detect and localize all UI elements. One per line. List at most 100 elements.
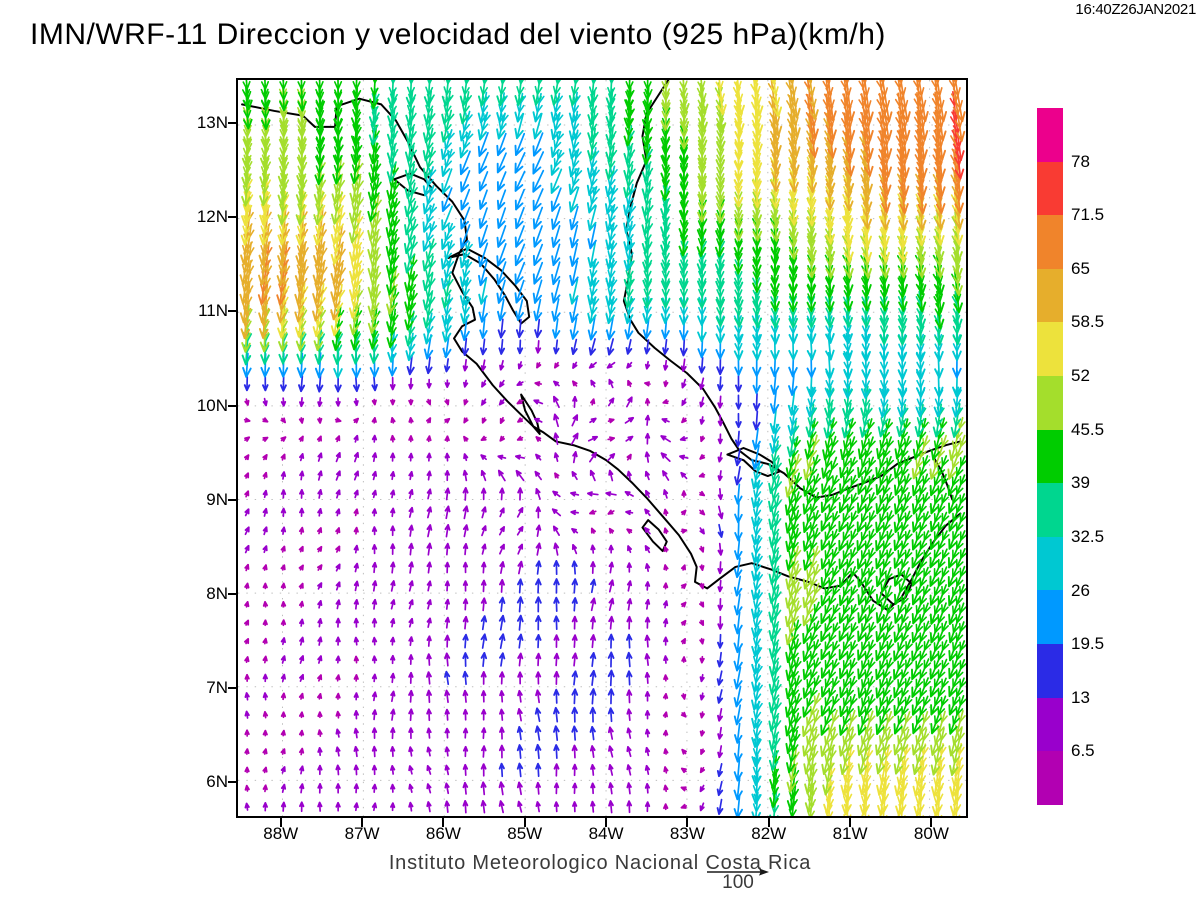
wind-arrow — [262, 748, 268, 755]
wind-arrow — [426, 524, 433, 538]
wind-arrow — [662, 470, 670, 481]
wind-arrow — [680, 358, 687, 372]
wind-arrow — [534, 596, 542, 613]
wind-arrow — [571, 615, 578, 630]
wind-arrow — [626, 396, 633, 408]
wind-arrow — [514, 243, 526, 267]
wind-arrow — [462, 633, 469, 649]
wind-arrow — [929, 434, 949, 480]
wind-arrow — [587, 435, 598, 442]
wind-arrow — [462, 561, 469, 574]
wind-arrow — [820, 603, 841, 643]
wind-arrow — [460, 188, 471, 211]
wind-arrow — [929, 511, 950, 550]
wind-arrow — [785, 545, 802, 590]
x-axis-tick — [442, 818, 445, 827]
wind-arrow — [368, 142, 381, 184]
wind-arrow — [876, 744, 892, 796]
wind-arrow — [550, 149, 565, 176]
wind-arrow — [569, 224, 579, 249]
wind-arrow — [463, 398, 469, 406]
wind-arrow — [607, 633, 615, 649]
wind-arrow — [514, 170, 526, 192]
wind-arrow — [608, 469, 614, 482]
wind-arrow — [572, 380, 578, 387]
wind-arrow — [553, 782, 560, 795]
wind-arrow — [496, 132, 507, 157]
wind-arrow — [532, 243, 544, 266]
wind-arrow — [802, 473, 822, 515]
wind-arrow — [244, 582, 250, 590]
wind-arrow — [480, 690, 487, 703]
wind-arrow — [532, 92, 545, 123]
wind-arrow — [733, 795, 743, 816]
wind-arrow — [802, 582, 822, 627]
wind-arrow — [371, 764, 378, 776]
wind-arrow — [623, 220, 636, 253]
wind-arrow — [550, 80, 562, 106]
wind-arrow — [317, 711, 323, 719]
wind-arrow — [499, 359, 505, 371]
wind-arrow — [663, 784, 669, 793]
wind-arrow — [371, 691, 378, 702]
wind-arrow — [371, 709, 378, 721]
wind-arrow — [681, 693, 687, 700]
wind-arrow — [894, 418, 911, 460]
wind-arrow — [280, 545, 286, 553]
wind-arrow — [535, 689, 542, 704]
wind-arrow — [911, 492, 931, 533]
speed-colorbar[interactable] — [1037, 108, 1063, 805]
wind-arrow — [353, 764, 359, 776]
wind-arrow — [244, 784, 250, 792]
wind-arrow — [335, 692, 341, 700]
wind-arrow — [838, 492, 859, 533]
wind-arrow — [317, 470, 323, 481]
y-axis-tick — [228, 404, 237, 407]
wind-arrow — [662, 338, 669, 355]
wind-arrow — [535, 542, 542, 556]
wind-arrow — [280, 436, 287, 442]
wind-arrow — [893, 728, 912, 775]
wind-arrow — [516, 380, 524, 386]
wind-arrow — [244, 729, 250, 737]
map-plot-area[interactable] — [236, 78, 968, 818]
wind-arrow — [480, 652, 488, 668]
wind-arrow — [930, 695, 949, 735]
wind-arrow — [768, 715, 782, 752]
wind-arrow — [663, 545, 669, 553]
wind-arrow — [627, 545, 632, 554]
wind-arrow — [426, 617, 432, 628]
wind-arrow — [843, 80, 856, 123]
wind-arrow — [299, 397, 305, 408]
y-axis-tick-label: 9N — [206, 489, 228, 509]
wind-arrow — [408, 727, 414, 740]
wind-arrow — [768, 532, 782, 567]
y-axis-tick — [228, 781, 237, 784]
wind-arrow — [875, 585, 893, 624]
wind-arrow — [662, 693, 669, 700]
wind-arrow — [608, 561, 614, 574]
wind-arrow — [893, 548, 913, 587]
wind-arrow — [857, 621, 877, 661]
colorbar-band — [1037, 429, 1063, 484]
wind-arrow — [408, 561, 414, 574]
wind-arrow — [444, 746, 450, 757]
wind-arrow — [733, 740, 743, 763]
wind-arrow — [930, 677, 949, 716]
wind-arrow — [480, 359, 487, 372]
wind-arrow — [353, 562, 359, 573]
wind-arrow — [353, 489, 359, 499]
wind-arrow — [317, 693, 323, 700]
wind-arrow — [663, 766, 669, 774]
wind-arrow — [911, 435, 931, 480]
wind-arrow — [552, 525, 560, 536]
wind-arrow — [768, 550, 782, 585]
wind-arrow — [371, 617, 378, 628]
wind-arrow — [734, 430, 742, 448]
wind-arrow — [608, 745, 614, 758]
wind-arrow — [404, 270, 418, 313]
wind-arrow — [717, 395, 724, 409]
wind-arrow — [802, 709, 821, 757]
wind-arrow — [699, 545, 705, 553]
wind-arrow — [352, 375, 360, 393]
